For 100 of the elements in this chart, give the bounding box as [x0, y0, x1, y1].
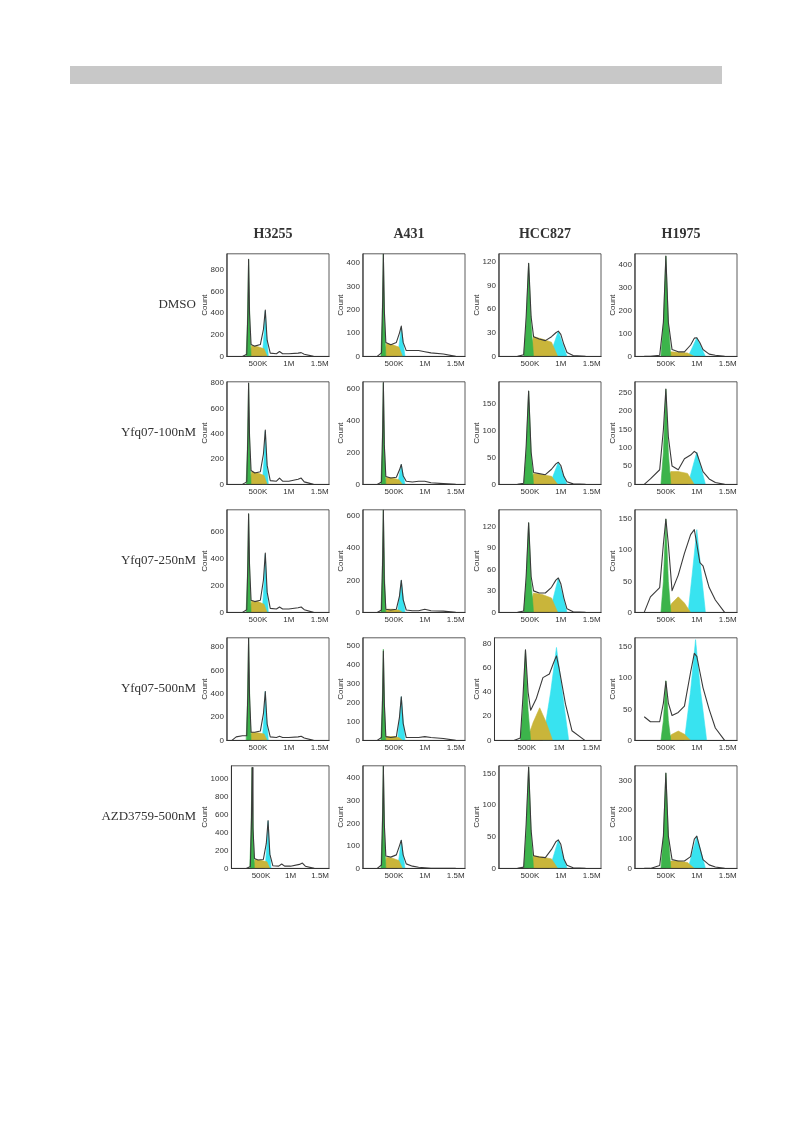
text: DMSO	[158, 296, 196, 312]
x-tick-label: 500K	[517, 743, 537, 753]
chart-title: H1975	[660, 226, 702, 242]
y-tick-label: 0	[355, 351, 361, 361]
x-tick-label: 1.5M	[310, 615, 329, 625]
text: Yfq07-100nM	[120, 424, 196, 440]
y-tick-label: 400	[346, 543, 361, 553]
y-tick-label: 120	[482, 256, 497, 266]
chart-title: A431	[392, 226, 426, 242]
y-tick-label: 200	[618, 406, 633, 416]
x-tick-label: 500K	[384, 871, 404, 881]
y-tick-label: 100	[618, 673, 633, 683]
y-tick-label: 300	[618, 283, 633, 293]
x-tick-label: 1.5M	[582, 615, 601, 625]
y-tick-label: 200	[618, 306, 633, 315]
y-axis-title: Count	[472, 549, 481, 572]
y-tick-label: 600	[210, 526, 225, 536]
y-tick-label: 0	[627, 735, 633, 745]
y-tick-label: 100	[482, 425, 497, 435]
y-tick-label: 100	[346, 328, 361, 338]
y-tick-label: 80	[482, 639, 493, 649]
y-tick-label: 90	[487, 543, 497, 553]
y-tick-label: 30	[487, 586, 497, 596]
y-tick-label: 800	[210, 642, 225, 652]
x-tick-label: 1M	[283, 743, 295, 753]
x-tick-label: 1.5M	[446, 743, 465, 753]
y-tick-label: 500	[346, 640, 361, 650]
x-tick-label: 1M	[419, 871, 431, 881]
y-tick-label: 20	[482, 711, 493, 721]
y-axis-title: Count	[608, 293, 617, 316]
y-axis-title: Count	[336, 549, 345, 572]
y-tick-label: 0	[627, 607, 633, 617]
y-tick-label: 300	[346, 678, 361, 688]
x-tick-label: 500K	[656, 743, 676, 753]
x-tick-label: 500K	[656, 871, 676, 881]
y-tick-label: 150	[482, 398, 497, 408]
x-tick-label: 500K	[384, 743, 404, 753]
y-tick-label: 150	[618, 514, 633, 524]
x-tick-label: 1M	[691, 615, 703, 625]
y-tick-label: 0	[219, 607, 225, 617]
y-tick-label: 100	[618, 442, 633, 452]
y-tick-label: 0	[219, 479, 225, 489]
y-tick-label: 0	[219, 735, 225, 745]
x-tick-label: 500K	[251, 871, 271, 881]
y-tick-label: 400	[346, 415, 361, 425]
y-tick-label: 300	[346, 795, 361, 805]
y-tick-label: 200	[210, 454, 225, 464]
y-tick-label: 100	[482, 800, 497, 810]
x-tick-label: 1.5M	[718, 615, 737, 625]
x-tick-label: 1M	[419, 359, 431, 369]
y-tick-label: 600	[346, 384, 361, 394]
y-tick-label: 600	[210, 286, 225, 296]
y-tick-label: 300	[346, 281, 361, 291]
x-tick-label: 1M	[691, 871, 703, 881]
y-axis-title: Count	[200, 549, 209, 572]
y-tick-label: 0	[491, 607, 497, 617]
x-tick-label: 1M	[419, 743, 431, 753]
y-axis-title: Count	[336, 421, 345, 444]
y-tick-label: 200	[618, 804, 633, 814]
x-tick-label: 1M	[691, 487, 703, 497]
y-tick-label: 0	[355, 735, 361, 745]
x-tick-label: 1M	[555, 359, 567, 369]
x-tick-label: 1M	[284, 871, 297, 881]
y-tick-label: 200	[346, 304, 361, 314]
x-tick-label: 500K	[656, 487, 676, 497]
chart-title: H3255	[252, 226, 294, 242]
x-tick-label: 500K	[248, 359, 268, 369]
x-tick-label: 1M	[419, 487, 431, 497]
y-tick-label: 100	[618, 545, 633, 555]
x-tick-label: 500K	[248, 615, 268, 625]
y-axis-title: Count	[472, 421, 481, 444]
y-tick-label: 200	[210, 712, 225, 722]
x-tick-label: 1.5M	[446, 615, 465, 625]
x-tick-label: 500K	[384, 615, 404, 625]
x-tick-label: 1.5M	[446, 871, 465, 881]
text: Yfq07-250nM	[120, 552, 196, 568]
x-tick-label: 1.5M	[582, 359, 601, 369]
x-tick-label: 1M	[691, 743, 703, 753]
y-tick-label: 0	[355, 479, 361, 489]
x-tick-label: 1.5M	[310, 743, 329, 753]
y-tick-label: 0	[627, 479, 633, 489]
y-axis-title: Count	[608, 421, 617, 444]
x-tick-label: 1M	[555, 487, 567, 497]
y-tick-label: 800	[210, 378, 225, 388]
y-tick-label: 400	[210, 428, 225, 438]
x-tick-label: 500K	[520, 615, 540, 625]
y-tick-label: 200	[346, 575, 361, 585]
x-tick-label: 1M	[555, 615, 567, 625]
y-tick-label: 30	[487, 327, 497, 337]
y-tick-label: 400	[210, 553, 225, 563]
x-tick-label: 1.5M	[582, 871, 601, 881]
y-tick-label: 50	[623, 576, 633, 586]
x-tick-label: 1M	[691, 359, 703, 369]
y-tick-label: 300	[618, 775, 633, 785]
y-axis-title: Count	[608, 805, 617, 828]
x-tick-label: 500K	[656, 615, 676, 625]
y-axis-title: Count	[608, 677, 617, 700]
x-tick-label: 500K	[520, 487, 540, 497]
y-tick-label: 100	[618, 328, 633, 338]
y-tick-label: 400	[215, 827, 229, 837]
